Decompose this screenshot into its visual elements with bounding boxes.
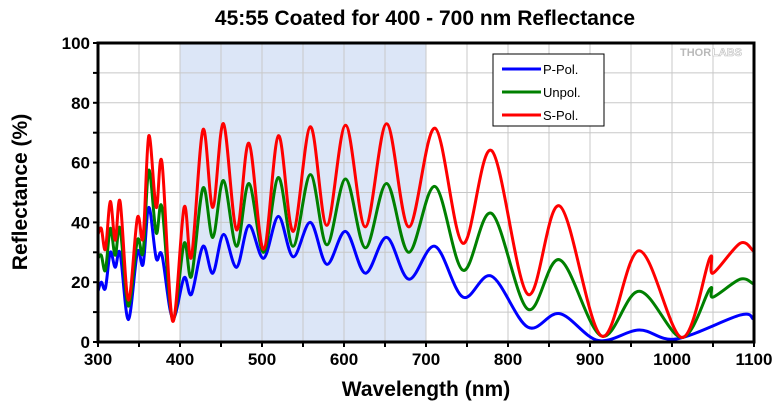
series-line-s-pol <box>96 122 755 339</box>
logo-thor-text: THOR <box>680 47 711 59</box>
x-tick-label: 1000 <box>653 350 691 369</box>
x-tick-label: 900 <box>576 350 604 369</box>
axis-ticks <box>93 42 755 347</box>
y-tick-labels: 0 20 40 60 80 100 <box>62 34 90 352</box>
legend-label-unpol: Unpol. <box>543 85 581 100</box>
series-line-p-pol <box>96 205 755 343</box>
y-axis-label: Reflectance (%) <box>9 114 32 270</box>
series-layer <box>96 122 755 343</box>
x-tick-label: 800 <box>494 350 522 369</box>
chart-title: 45:55 Coated for 400 - 700 nm Reflectanc… <box>215 7 635 30</box>
x-tick-label: 500 <box>248 350 276 369</box>
y-tick-label: 40 <box>71 213 90 232</box>
legend-label-p-pol: P-Pol. <box>543 62 578 77</box>
y-tick-label: 80 <box>71 94 90 113</box>
x-tick-label: 300 <box>84 350 112 369</box>
legend-label-s-pol: S-Pol. <box>543 108 578 123</box>
x-tick-label: 1100 <box>736 350 773 369</box>
thorlabs-logo: THOR LABS <box>680 47 742 60</box>
y-tick-label: 60 <box>71 154 90 173</box>
logo-labs-text: LABS <box>712 47 742 59</box>
y-tick-label: 0 <box>81 333 90 352</box>
y-tick-label: 100 <box>62 34 90 53</box>
x-tick-labels: 300 400 500 600 700 800 900 1000 1100 <box>84 350 773 369</box>
legend: P-Pol. Unpol. S-Pol. <box>492 53 605 127</box>
x-tick-label: 600 <box>330 350 358 369</box>
x-axis-label: Wavelength (nm) <box>342 378 510 401</box>
x-tick-label: 400 <box>166 350 194 369</box>
y-tick-label: 20 <box>71 273 90 292</box>
x-tick-label: 700 <box>412 350 440 369</box>
